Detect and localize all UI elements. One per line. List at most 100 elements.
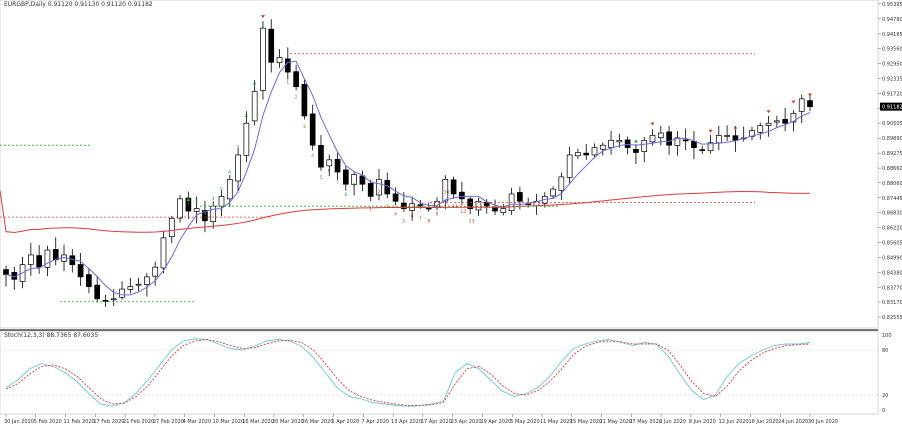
- candle-bear: [633, 148, 639, 153]
- stoch-pane: [0, 330, 879, 415]
- candle-bear: [807, 100, 813, 108]
- y-tick-label: 0.95395: [882, 2, 902, 8]
- x-tick-label: 29 Apr 2020: [480, 419, 511, 425]
- red-count-marker: 10: [444, 189, 450, 195]
- sell-arrow-icon: [650, 122, 655, 126]
- y-tick-label: 0.92950: [882, 62, 902, 68]
- candle-bear: [699, 149, 706, 151]
- sell-arrow-icon: [808, 93, 812, 97]
- candle-bear: [94, 284, 101, 300]
- x-tick-label: 18 Jun 2020: [748, 419, 778, 425]
- candle-bear: [392, 193, 399, 202]
- stoch-y-tick-label: 20: [882, 393, 888, 399]
- red-count-marker: 11: [452, 204, 458, 210]
- y-tick-label: 0.92335: [882, 77, 902, 83]
- stoch-y-tick-label: 0: [882, 408, 885, 414]
- y-tick-label: 0.91720: [882, 91, 902, 97]
- x-tick-label: 5 Feb 2020: [34, 419, 62, 425]
- x-tick-label: 16 Mar 2020: [242, 419, 274, 425]
- candle-bear: [782, 119, 788, 124]
- candle-bull: [135, 283, 142, 286]
- x-tick-label: 1 Apr 2020: [332, 419, 360, 425]
- candle-bull: [591, 147, 598, 156]
- candle-bull: [376, 178, 382, 196]
- green-count-marker: 5: [319, 175, 322, 181]
- candle-bear: [77, 264, 84, 278]
- candle-bear: [342, 169, 349, 185]
- y-tick-label: 0.83770: [882, 285, 902, 291]
- candle-bull: [575, 152, 581, 157]
- candle-bear: [450, 179, 457, 195]
- candle-bear: [367, 182, 374, 197]
- sell-arrow-icon: [766, 110, 771, 114]
- red-count-marker: 8: [427, 219, 430, 225]
- candle-bull: [550, 188, 556, 197]
- candle-bear: [583, 152, 590, 156]
- green-count-marker: 4: [311, 153, 314, 159]
- candle-bull: [44, 249, 51, 268]
- y-tick-label: 0.84990: [882, 256, 902, 262]
- green-count-marker: 6: [328, 168, 331, 174]
- current-price-box: [880, 102, 902, 111]
- green-count-marker: 6: [228, 169, 231, 175]
- green-count-marker: 3: [303, 124, 306, 130]
- red-count-marker: 12: [460, 209, 466, 215]
- red-count-marker: 13: [469, 219, 475, 225]
- stoch-y-tick-label: 80: [882, 348, 888, 354]
- candle-bear: [36, 255, 42, 268]
- candle-bear: [459, 191, 465, 200]
- candle-bull: [599, 144, 606, 150]
- x-tick-label: 11 May 2020: [540, 419, 573, 425]
- candle-bull: [558, 176, 565, 191]
- red-count-marker: 3: [386, 204, 389, 210]
- candle-bear: [293, 71, 299, 88]
- candle-bear: [318, 144, 324, 168]
- red-count-marker: 9: [436, 211, 439, 217]
- buy-arrow-icon: [186, 198, 191, 202]
- y-tick-label: 0.83170: [882, 300, 902, 306]
- candle-bull: [28, 254, 34, 265]
- candle-bear: [425, 207, 432, 210]
- green-count-marker: 8: [344, 192, 347, 198]
- main-pane: [0, 0, 879, 329]
- x-tick-label: 23 Apr 2020: [451, 419, 482, 425]
- candle-bull: [235, 154, 241, 182]
- stoch-main-line: [5, 338, 811, 407]
- candle-bull: [326, 159, 333, 167]
- y-tick-label: 0.93560: [882, 47, 902, 53]
- x-tick-label: 30 Jun 2020: [808, 419, 838, 425]
- candle-bull: [724, 135, 730, 137]
- candle-bull: [177, 198, 183, 219]
- candle-bull: [210, 205, 217, 222]
- fast-ma-line: [5, 60, 811, 296]
- candle-bull: [798, 98, 805, 112]
- y-tick-label: 0.85605: [882, 241, 902, 247]
- candle-bear: [492, 207, 498, 212]
- y-tick-label: 0.88660: [882, 166, 902, 172]
- x-tick-label: 8 Jun 2020: [689, 419, 716, 425]
- candle-bear: [202, 210, 208, 222]
- x-tick-label: 2 Jun 2020: [659, 419, 686, 425]
- x-tick-label: 20 Mar 2020: [272, 419, 304, 425]
- x-tick-label: 12 Jun 2020: [719, 419, 749, 425]
- x-tick-label: 7 Apr 2020: [361, 419, 389, 425]
- candle-bull: [765, 122, 772, 126]
- stoch-header: Stoch(12,3,3) 88.7365 87.6035: [4, 332, 99, 339]
- x-tick-label: 10 Mar 2020: [212, 419, 244, 425]
- green-count-marker: 1: [286, 80, 289, 86]
- candle-bull: [110, 298, 117, 301]
- candle-bear: [268, 28, 275, 63]
- candle-bull: [160, 237, 167, 269]
- candle-bull: [193, 208, 200, 212]
- x-tick-label: 11 Feb 2020: [64, 419, 95, 425]
- x-tick-label: 15 May 2020: [570, 419, 603, 425]
- red-count-marker: 1: [369, 206, 372, 212]
- candle-bull: [243, 122, 250, 156]
- y-tick-label: 0.86220: [882, 226, 902, 232]
- candle-bear: [334, 159, 341, 173]
- candle-bear: [309, 113, 316, 146]
- x-tick-label: 13 Apr 2020: [391, 419, 422, 425]
- candle-bull: [757, 125, 764, 133]
- candle-bull: [251, 91, 258, 122]
